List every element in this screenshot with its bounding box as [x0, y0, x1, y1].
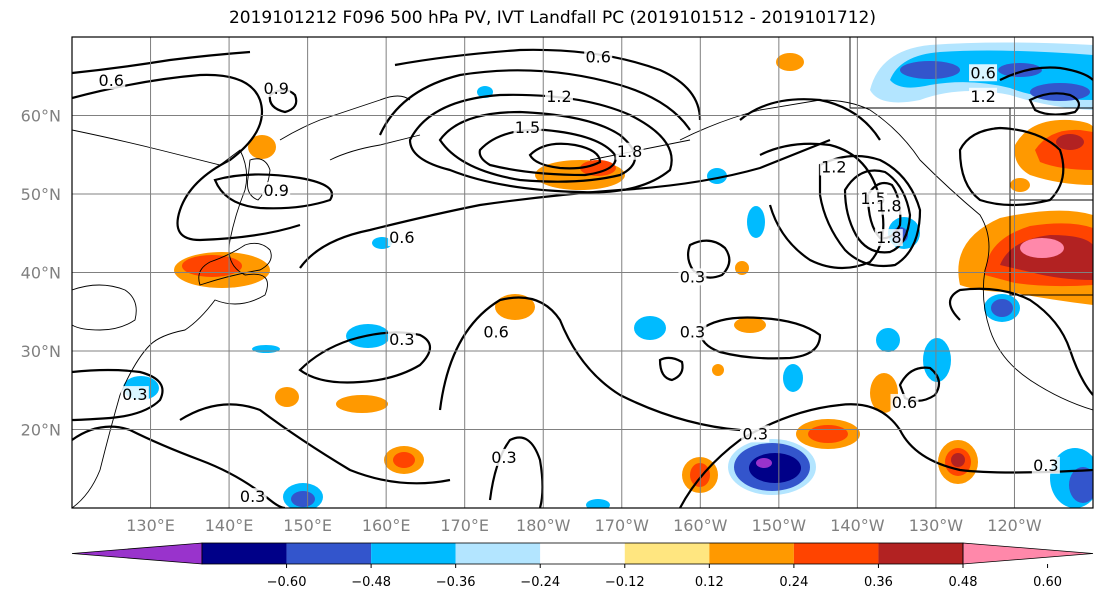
lon-label: 180°W — [516, 516, 571, 535]
contour-label-bg — [262, 79, 291, 97]
contour-label-bg — [544, 87, 573, 105]
lon-label: 150°W — [752, 516, 807, 535]
lon-label: 170°E — [440, 516, 489, 535]
colorbar-tick-label: 0.48 — [949, 575, 978, 590]
contour-label: 0.3 — [240, 487, 265, 506]
lat-label: 20°N — [21, 421, 61, 440]
contour-label-bg — [387, 331, 416, 349]
lon-label: 160°W — [673, 516, 728, 535]
contour-label: 0.3 — [389, 330, 414, 349]
contour-label: 0.6 — [892, 393, 917, 412]
contour-label: 0.3 — [491, 448, 516, 467]
colorbar-tick-label: −0.48 — [351, 575, 391, 590]
contour-label-bg — [120, 386, 149, 404]
contour-label: 0.6 — [970, 63, 995, 82]
contour-labels: 0.6 0.90.60.61.21.51.80.91.21.21.51.81.80… — [97, 48, 1060, 506]
pv-contours — [72, 48, 1093, 508]
contour-label-bg — [969, 64, 998, 82]
contour-label: 0.3 — [1033, 456, 1058, 475]
colorbar-tick-label: −0.24 — [520, 575, 560, 590]
colorbar-tick-label: 0.12 — [695, 575, 724, 590]
contour-label-bg — [874, 229, 903, 247]
colorbar-extension-low — [71, 542, 203, 565]
lon-label: 140°E — [205, 516, 254, 535]
colorbar-bin — [624, 543, 710, 564]
colorbar-bin — [709, 543, 794, 564]
colorbar-bin — [455, 543, 541, 564]
contour-label-bg — [890, 393, 919, 411]
contour-label: 0.6 — [483, 322, 508, 341]
contour-label: 1.2 — [821, 157, 846, 176]
contour-label: 0.6 — [99, 71, 124, 90]
contour-label-bg — [489, 448, 518, 466]
colorbar-bin — [540, 543, 625, 564]
lon-label: 160°E — [362, 516, 411, 535]
lat-label: 50°N — [21, 185, 61, 204]
lat-lon-grid — [72, 37, 1093, 508]
contour-label-bg — [584, 48, 613, 66]
colorbar — [71, 542, 1094, 565]
colorbar-bin — [371, 543, 456, 564]
longitude-labels: 130°E 140°E 150°E 160°E 170°E 180°W 170°W 160°W… — [126, 516, 1042, 535]
contour-label: 0.3 — [743, 424, 768, 443]
colorbar-extension-high — [962, 542, 1094, 565]
contour-label-bg — [97, 72, 126, 90]
colorbar-bin — [793, 543, 879, 564]
contour-label-bg — [513, 119, 542, 137]
colorbar-tick-label: −0.60 — [267, 575, 307, 590]
colorbar-tick-label: 0.36 — [864, 575, 893, 590]
contour-label: 0.6 — [585, 48, 610, 67]
contour-label: 1.5 — [515, 118, 540, 137]
latitude-labels: 20°N 30°N 40°N 50°N 60°N — [21, 107, 61, 440]
contour-label: 0.3 — [122, 385, 147, 404]
chart-title: 2019101212 F096 500 hPa PV, IVT Landfall… — [228, 8, 876, 28]
contour-label-bg — [969, 87, 998, 105]
contour-label-bg — [678, 323, 707, 341]
contour-label-bg — [615, 142, 644, 160]
contour-label: 1.2 — [970, 87, 995, 106]
colorbar-tick-label: −0.12 — [605, 575, 645, 590]
contour-label: 1.8 — [617, 142, 642, 161]
lat-label: 40°N — [21, 264, 61, 283]
contour-label-bg — [741, 425, 770, 443]
colorbar-bin — [878, 543, 963, 564]
contour-label-bg — [262, 182, 291, 199]
contour-label: 0.9 — [263, 79, 288, 98]
contour-label: 0.9 — [263, 181, 288, 200]
colorbar-ticks: −0.60 −0.48 −0.36 −0.24 −0.12 0.12 0.24 0.36 0.4… — [267, 564, 1062, 590]
contour-label-bg — [819, 158, 848, 176]
lon-label: 150°E — [283, 516, 332, 535]
lon-label: 130°E — [126, 516, 175, 535]
colorbar-bin — [202, 543, 287, 564]
coastlines — [72, 37, 1093, 508]
lat-label: 60°N — [21, 107, 61, 126]
colorbar-tick-label: 0.24 — [779, 575, 808, 590]
contour-label-bg — [482, 323, 511, 341]
colorbar-tick-label: 0.60 — [1033, 575, 1062, 590]
lon-label: 140°W — [830, 516, 885, 535]
contour-label-bg — [387, 229, 416, 247]
map-frame — [71, 36, 1094, 509]
contour-label: 1.8 — [876, 197, 901, 216]
lon-label: 170°W — [595, 516, 650, 535]
colorbar-frame — [201, 542, 964, 565]
contour-label: 1.8 — [876, 228, 901, 247]
contour-label-bg — [238, 488, 267, 506]
lon-label: 130°W — [909, 516, 964, 535]
contour-label: 0.3 — [680, 267, 705, 286]
contour-label-bg — [1031, 456, 1060, 474]
contour-label: 1.2 — [546, 87, 571, 106]
lon-label: 120°W — [987, 516, 1042, 535]
contour-label-bg — [678, 268, 707, 286]
contour-label-bg — [874, 197, 903, 215]
lat-label: 30°N — [21, 342, 61, 361]
colorbar-bin — [286, 543, 372, 564]
colorbar-tick-label: −0.36 — [436, 575, 476, 590]
contour-label: 0.6 — [389, 228, 414, 247]
contour-label: 0.3 — [680, 322, 705, 341]
